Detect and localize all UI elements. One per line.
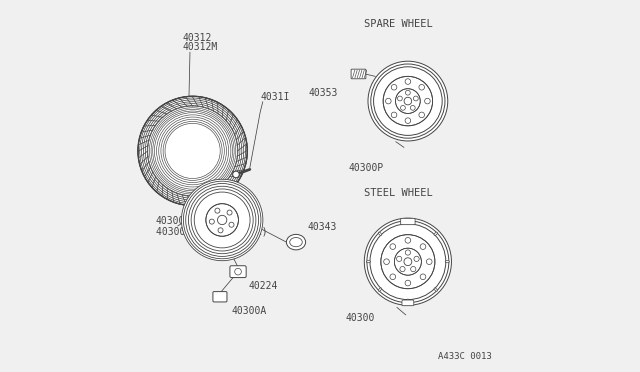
Circle shape <box>411 266 416 272</box>
Ellipse shape <box>434 288 437 291</box>
Circle shape <box>390 244 396 250</box>
Ellipse shape <box>378 232 381 235</box>
Text: 40343: 40343 <box>307 222 337 232</box>
Circle shape <box>385 98 391 104</box>
Circle shape <box>404 258 412 266</box>
Circle shape <box>391 112 397 118</box>
Circle shape <box>218 215 227 225</box>
Text: STEEL WHEEL: STEEL WHEEL <box>364 188 432 198</box>
Circle shape <box>400 266 405 272</box>
FancyBboxPatch shape <box>351 69 366 79</box>
Circle shape <box>420 274 426 280</box>
Circle shape <box>414 256 419 262</box>
Circle shape <box>229 222 234 227</box>
Ellipse shape <box>378 288 381 291</box>
Circle shape <box>404 97 412 105</box>
Ellipse shape <box>407 299 409 303</box>
Circle shape <box>397 96 403 101</box>
FancyBboxPatch shape <box>230 266 246 278</box>
Circle shape <box>426 259 432 264</box>
Text: 4031I: 4031I <box>261 92 291 102</box>
Circle shape <box>405 118 411 124</box>
Text: 40300: 40300 <box>345 313 374 323</box>
Circle shape <box>410 105 415 110</box>
Ellipse shape <box>434 232 437 235</box>
Circle shape <box>424 98 430 104</box>
Text: 40353: 40353 <box>308 88 338 98</box>
Circle shape <box>396 89 420 113</box>
Text: 40300: 40300 <box>156 216 185 226</box>
Circle shape <box>405 237 411 243</box>
Circle shape <box>235 268 241 275</box>
Text: 40224: 40224 <box>248 282 277 291</box>
Circle shape <box>405 280 411 286</box>
Circle shape <box>233 171 239 178</box>
Circle shape <box>364 218 451 305</box>
Circle shape <box>368 61 448 141</box>
Ellipse shape <box>445 261 449 263</box>
Text: 40300P(SPARE WHEEL): 40300P(SPARE WHEEL) <box>156 226 268 236</box>
Text: 40312: 40312 <box>182 33 212 42</box>
Ellipse shape <box>366 261 371 263</box>
Circle shape <box>419 84 424 90</box>
Circle shape <box>182 179 263 261</box>
Circle shape <box>401 105 405 110</box>
Text: 40312M: 40312M <box>182 42 218 52</box>
Circle shape <box>397 256 402 262</box>
Text: SPARE WHEEL: SPARE WHEEL <box>364 19 432 29</box>
Ellipse shape <box>287 234 306 250</box>
FancyBboxPatch shape <box>401 218 415 225</box>
Ellipse shape <box>290 237 302 247</box>
Ellipse shape <box>407 220 409 224</box>
Circle shape <box>209 219 214 224</box>
Circle shape <box>138 96 247 206</box>
Circle shape <box>384 259 389 264</box>
Circle shape <box>405 79 411 84</box>
Circle shape <box>420 244 426 250</box>
Text: 40300P: 40300P <box>349 163 384 173</box>
Text: 40300A: 40300A <box>232 306 267 316</box>
Circle shape <box>391 84 397 90</box>
Circle shape <box>405 250 410 255</box>
Circle shape <box>394 248 421 275</box>
Circle shape <box>383 76 433 126</box>
Circle shape <box>381 235 435 289</box>
Circle shape <box>419 112 424 118</box>
Circle shape <box>215 208 220 213</box>
Circle shape <box>406 90 410 95</box>
Circle shape <box>206 204 239 236</box>
Text: A433C 0013: A433C 0013 <box>438 352 492 361</box>
Circle shape <box>390 274 396 280</box>
FancyBboxPatch shape <box>402 300 414 306</box>
FancyBboxPatch shape <box>213 292 227 302</box>
Circle shape <box>413 96 418 101</box>
Circle shape <box>218 228 223 233</box>
Circle shape <box>165 124 220 178</box>
Circle shape <box>227 210 232 215</box>
